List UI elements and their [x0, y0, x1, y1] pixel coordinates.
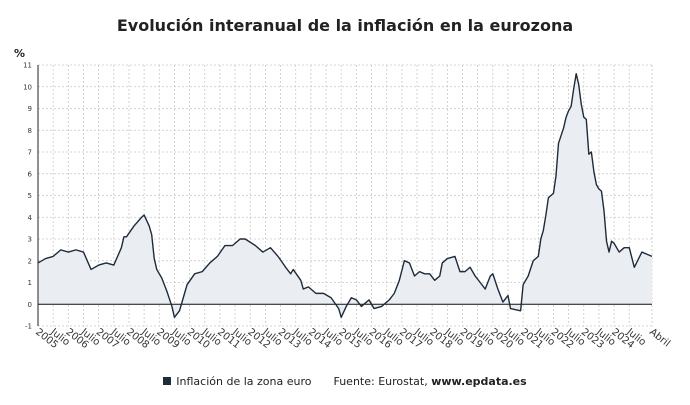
y-tick-label: -1	[25, 323, 32, 331]
y-tick-label: 2	[28, 257, 32, 265]
legend-series-label: Inflación de la zona euro	[176, 375, 312, 388]
chart-title: Evolución interanual de la inflación en …	[116, 16, 574, 35]
y-tick-label: 9	[28, 105, 32, 113]
y-tick-label: 3	[28, 236, 32, 244]
area-layer	[37, 73, 653, 318]
y-tick-label: 1	[28, 279, 32, 287]
y-tick-label: 5	[28, 192, 32, 200]
legend-swatch	[163, 377, 172, 385]
x-tick-labels: 2005Julio2006Julio2007Julio2008Julio2009…	[33, 326, 672, 351]
y-tick-label: 10	[23, 83, 32, 91]
source-site: www.epdata.es	[431, 375, 527, 388]
source-prefix: Fuente: Eurostat,	[333, 375, 432, 388]
series-line	[37, 73, 653, 318]
y-tick-label: 7	[28, 149, 32, 157]
legend: Inflación de la zona euro Fuente: Eurosta…	[0, 375, 690, 388]
y-tick-label: 11	[23, 62, 32, 70]
y-axis-unit: %	[14, 47, 26, 60]
y-tick-labels: -1 0 1 2 3 4 5 6 7 8 9 10 11	[23, 62, 32, 331]
y-tick-label: 4	[28, 214, 33, 222]
series-area	[38, 73, 652, 318]
x-tick-label: Abril	[647, 327, 672, 350]
y-tick-label: 6	[28, 170, 33, 178]
y-tick-label: 8	[28, 127, 32, 135]
y-tick-label: 0	[28, 301, 32, 309]
